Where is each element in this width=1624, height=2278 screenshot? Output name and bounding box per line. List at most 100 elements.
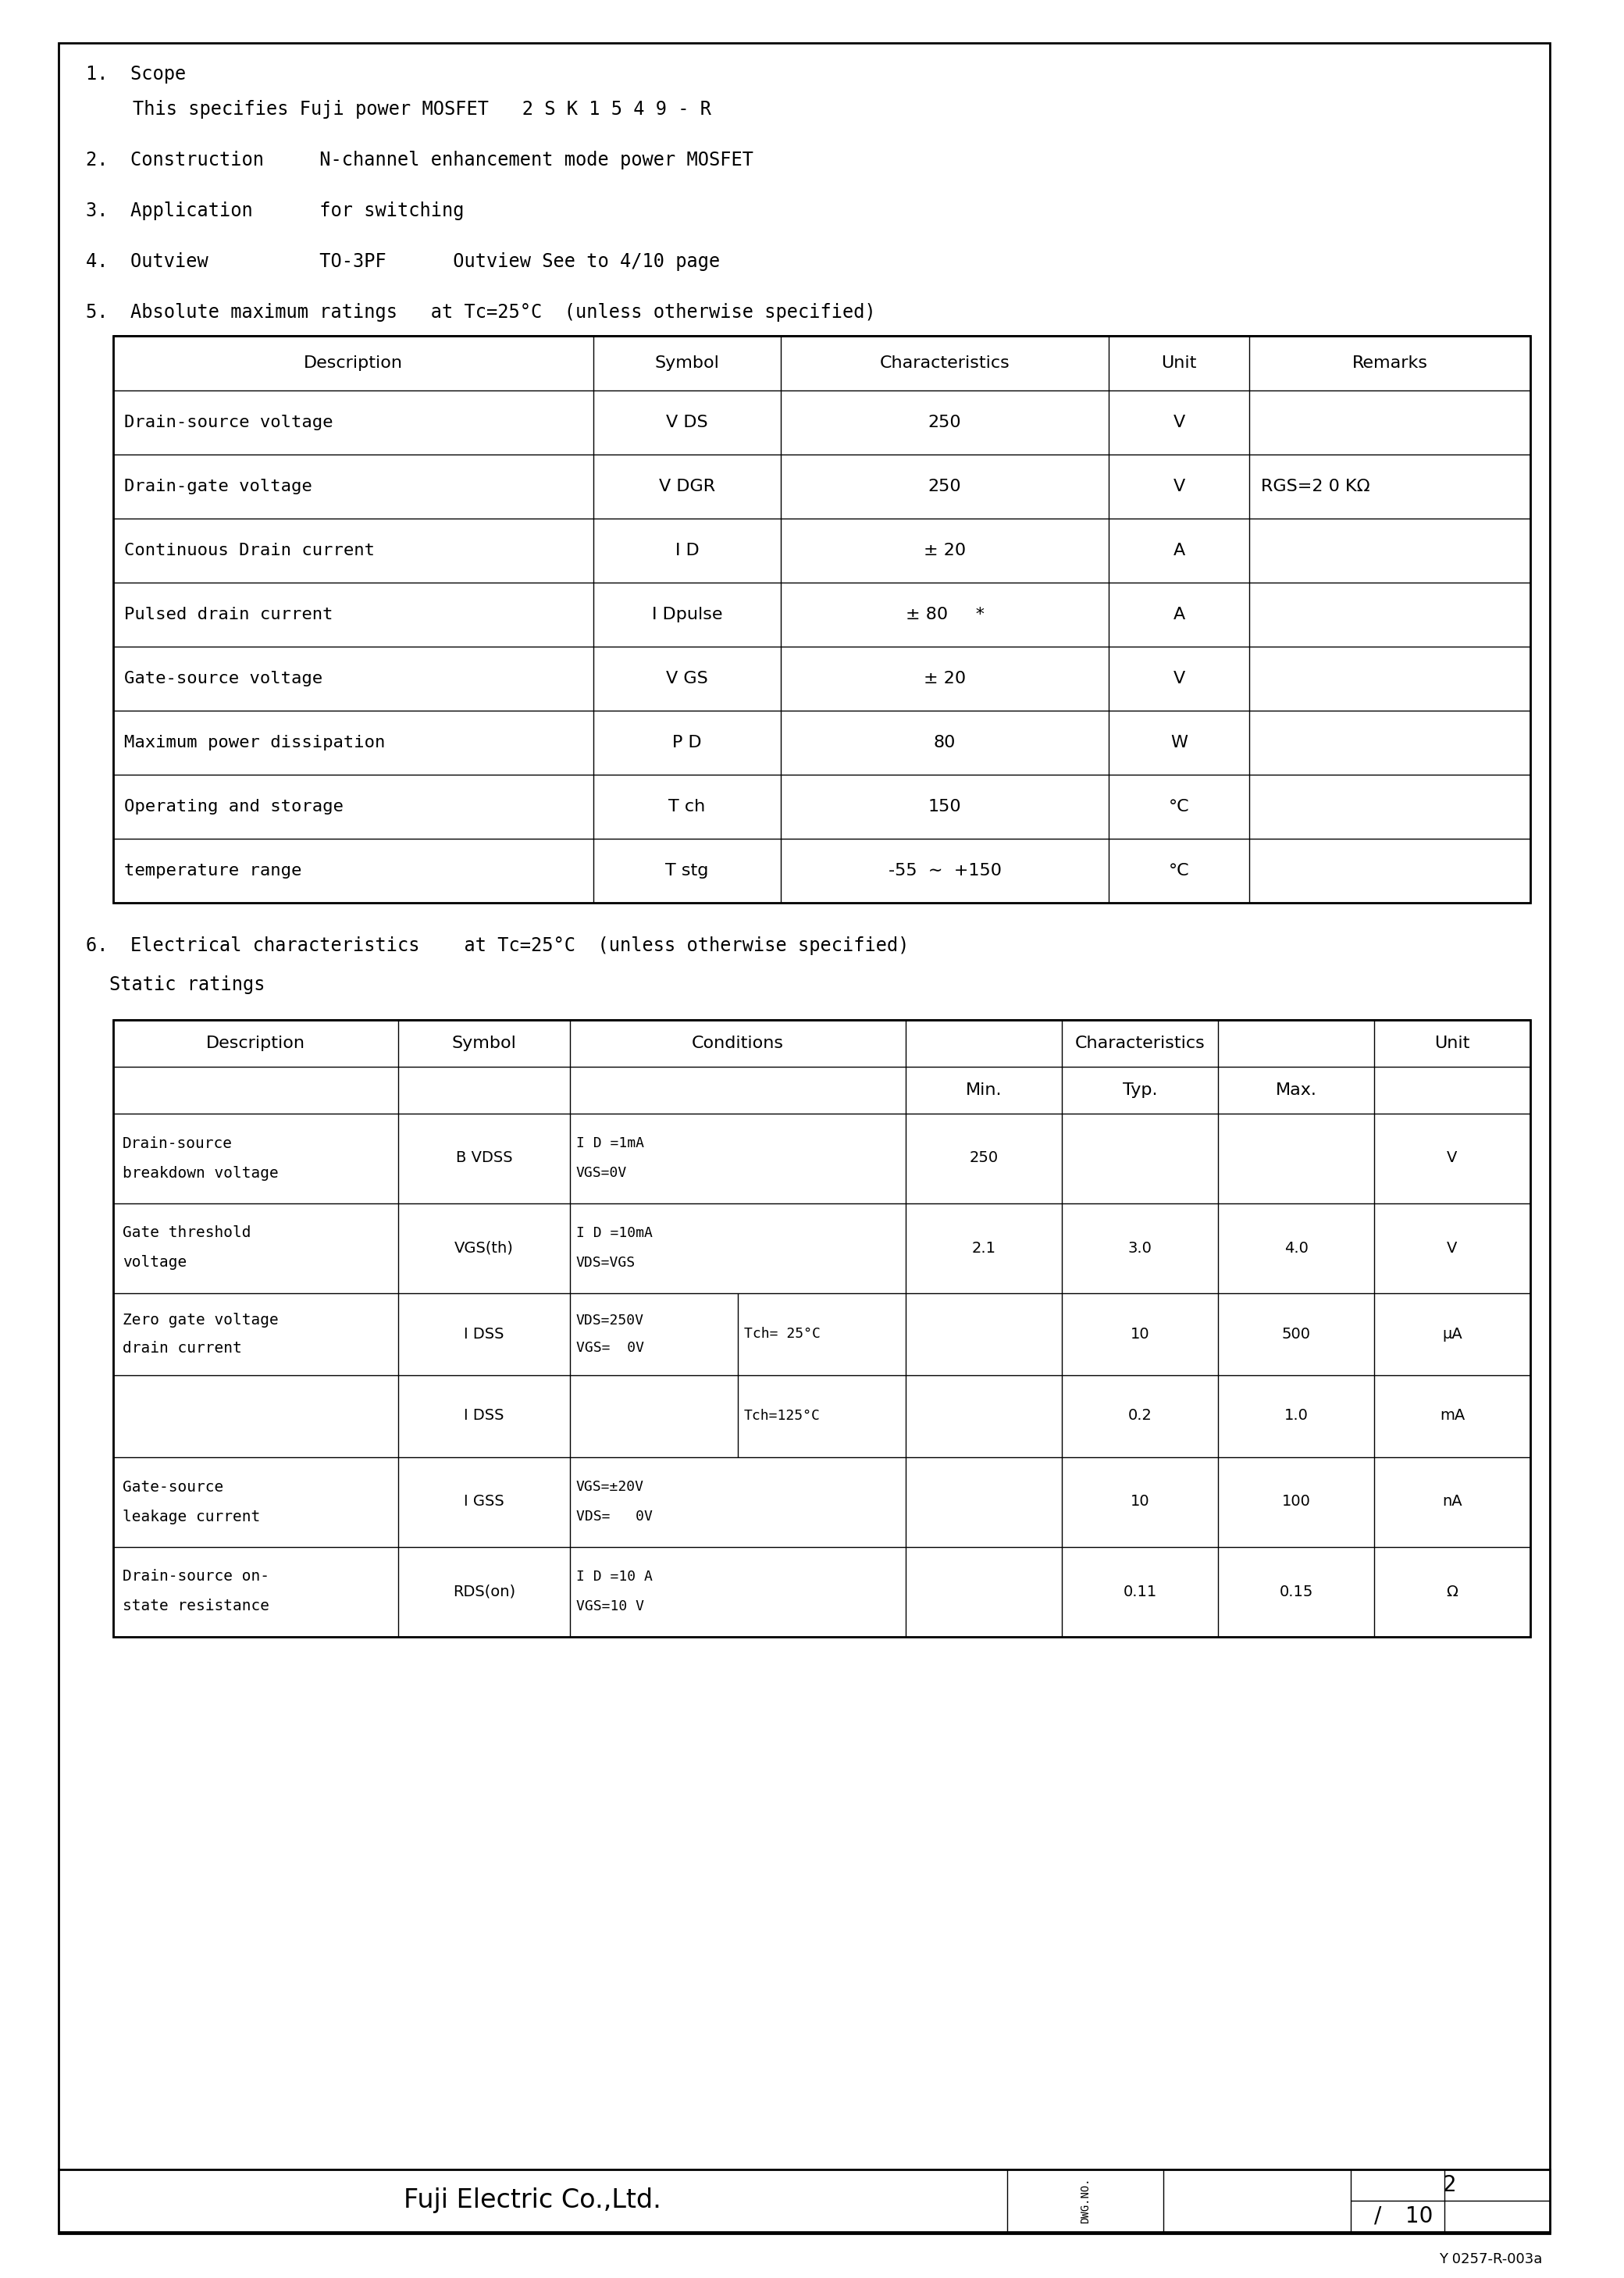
Text: I GSS: I GSS xyxy=(464,1494,505,1508)
Text: Symbol: Symbol xyxy=(451,1036,516,1050)
Text: 6.  Electrical characteristics    at Tc=25°C  (unless otherwise specified): 6. Electrical characteristics at Tc=25°C… xyxy=(86,936,909,954)
Text: T stg: T stg xyxy=(666,863,708,879)
Text: μA: μA xyxy=(1442,1326,1462,1342)
Text: Symbol: Symbol xyxy=(654,355,719,371)
Text: VGS=±20V: VGS=±20V xyxy=(577,1481,645,1494)
Text: DWG.NO.: DWG.NO. xyxy=(1080,2178,1091,2223)
Bar xyxy=(58,2169,1549,2232)
Text: Drain-source: Drain-source xyxy=(122,1137,232,1150)
Text: Fuji Electric Co.,Ltd.: Fuji Electric Co.,Ltd. xyxy=(404,2187,661,2214)
Text: 1.  Scope: 1. Scope xyxy=(86,64,187,84)
Text: 500: 500 xyxy=(1281,1326,1311,1342)
Text: 0.11: 0.11 xyxy=(1124,1583,1156,1599)
Text: 150: 150 xyxy=(927,800,961,816)
Text: I D =10 A: I D =10 A xyxy=(577,1570,653,1583)
Text: V DGR: V DGR xyxy=(659,478,715,494)
Text: Drain-source on-: Drain-source on- xyxy=(122,1570,270,1583)
Text: P D: P D xyxy=(672,736,702,749)
Text: I D: I D xyxy=(676,542,698,558)
Text: Static ratings: Static ratings xyxy=(109,975,265,993)
Text: VDS=VGS: VDS=VGS xyxy=(577,1255,635,1269)
Text: Remarks: Remarks xyxy=(1351,355,1427,371)
Text: 250: 250 xyxy=(970,1150,999,1166)
Text: 10: 10 xyxy=(1130,1494,1150,1508)
Text: Gate-source: Gate-source xyxy=(122,1478,224,1494)
Text: /: / xyxy=(1374,2205,1382,2228)
Text: °C: °C xyxy=(1169,800,1189,816)
Text: I Dpulse: I Dpulse xyxy=(651,606,723,622)
Text: ± 80     *: ± 80 * xyxy=(905,606,984,622)
Text: A: A xyxy=(1173,606,1186,622)
Text: VGS=  0V: VGS= 0V xyxy=(577,1342,645,1355)
Text: I DSS: I DSS xyxy=(464,1326,503,1342)
Text: 2.  Construction     N-channel enhancement mode power MOSFET: 2. Construction N-channel enhancement mo… xyxy=(86,150,754,169)
Text: T ch: T ch xyxy=(669,800,705,816)
Text: 3.  Application      for switching: 3. Application for switching xyxy=(86,200,464,221)
Text: V GS: V GS xyxy=(666,670,708,686)
Text: voltage: voltage xyxy=(122,1255,187,1271)
Text: Characteristics: Characteristics xyxy=(1075,1036,1205,1050)
Text: Max.: Max. xyxy=(1275,1082,1317,1098)
Text: Drain-gate voltage: Drain-gate voltage xyxy=(123,478,312,494)
Text: state resistance: state resistance xyxy=(122,1599,270,1613)
Text: Tch= 25°C: Tch= 25°C xyxy=(744,1326,820,1342)
Text: 250: 250 xyxy=(927,415,961,431)
Text: 0.2: 0.2 xyxy=(1129,1408,1151,1424)
Bar xyxy=(114,335,1530,902)
Text: Continuous Drain current: Continuous Drain current xyxy=(123,542,375,558)
Text: Unit: Unit xyxy=(1434,1036,1470,1050)
Text: ± 20: ± 20 xyxy=(924,542,966,558)
Text: B VDSS: B VDSS xyxy=(456,1150,513,1166)
Text: Zero gate voltage: Zero gate voltage xyxy=(122,1312,279,1328)
Text: A: A xyxy=(1173,542,1186,558)
Text: 5.  Absolute maximum ratings   at Tc=25°C  (unless otherwise specified): 5. Absolute maximum ratings at Tc=25°C (… xyxy=(86,303,875,321)
Text: Description: Description xyxy=(304,355,403,371)
Text: °C: °C xyxy=(1169,863,1189,879)
Text: Drain-source voltage: Drain-source voltage xyxy=(123,415,333,431)
Text: Unit: Unit xyxy=(1161,355,1197,371)
Text: Conditions: Conditions xyxy=(692,1036,784,1050)
Text: 4.  Outview          TO-3PF      Outview See to 4/10 page: 4. Outview TO-3PF Outview See to 4/10 pa… xyxy=(86,253,719,271)
Text: temperature range: temperature range xyxy=(123,863,302,879)
Text: VGS(th): VGS(th) xyxy=(455,1242,513,1255)
Text: V DS: V DS xyxy=(666,415,708,431)
Text: I D =1mA: I D =1mA xyxy=(577,1137,645,1150)
Text: 2: 2 xyxy=(1444,2173,1457,2196)
Bar xyxy=(114,1021,1530,1638)
Text: 10: 10 xyxy=(1130,1326,1150,1342)
Text: ± 20: ± 20 xyxy=(924,670,966,686)
Text: Maximum power dissipation: Maximum power dissipation xyxy=(123,736,385,749)
Text: breakdown voltage: breakdown voltage xyxy=(122,1166,279,1180)
Text: I D =10mA: I D =10mA xyxy=(577,1226,653,1239)
Text: Operating and storage: Operating and storage xyxy=(123,800,343,816)
Text: 4.0: 4.0 xyxy=(1285,1242,1307,1255)
Text: Characteristics: Characteristics xyxy=(880,355,1010,371)
Text: leakage current: leakage current xyxy=(122,1508,260,1524)
Text: 10: 10 xyxy=(1405,2205,1432,2228)
Text: nA: nA xyxy=(1442,1494,1462,1508)
Text: V: V xyxy=(1447,1242,1457,1255)
Text: drain current: drain current xyxy=(122,1339,242,1355)
Text: RDS(on): RDS(on) xyxy=(453,1583,515,1599)
Text: V: V xyxy=(1447,1150,1457,1166)
Text: Ω: Ω xyxy=(1447,1583,1458,1599)
Text: W: W xyxy=(1171,736,1187,749)
Text: Description: Description xyxy=(206,1036,305,1050)
Text: RGS=2 0 KΩ: RGS=2 0 KΩ xyxy=(1260,478,1371,494)
Text: VDS=   0V: VDS= 0V xyxy=(577,1510,653,1524)
Text: 80: 80 xyxy=(934,736,957,749)
Text: Pulsed drain current: Pulsed drain current xyxy=(123,606,333,622)
Text: mA: mA xyxy=(1439,1408,1465,1424)
Text: V: V xyxy=(1173,415,1186,431)
Text: VDS=250V: VDS=250V xyxy=(577,1314,645,1328)
Text: Gate-source voltage: Gate-source voltage xyxy=(123,670,323,686)
Text: 1.0: 1.0 xyxy=(1285,1408,1307,1424)
Text: Y 0257-R-003a: Y 0257-R-003a xyxy=(1439,2253,1543,2267)
Text: -55  ∼  +150: -55 ∼ +150 xyxy=(888,863,1002,879)
Text: VGS=0V: VGS=0V xyxy=(577,1166,627,1180)
Text: 2.1: 2.1 xyxy=(971,1242,996,1255)
Text: 100: 100 xyxy=(1281,1494,1311,1508)
Text: Min.: Min. xyxy=(966,1082,1002,1098)
Text: This specifies Fuji power MOSFET   2 S K 1 5 4 9 - R: This specifies Fuji power MOSFET 2 S K 1… xyxy=(133,100,711,118)
Text: V: V xyxy=(1173,478,1186,494)
